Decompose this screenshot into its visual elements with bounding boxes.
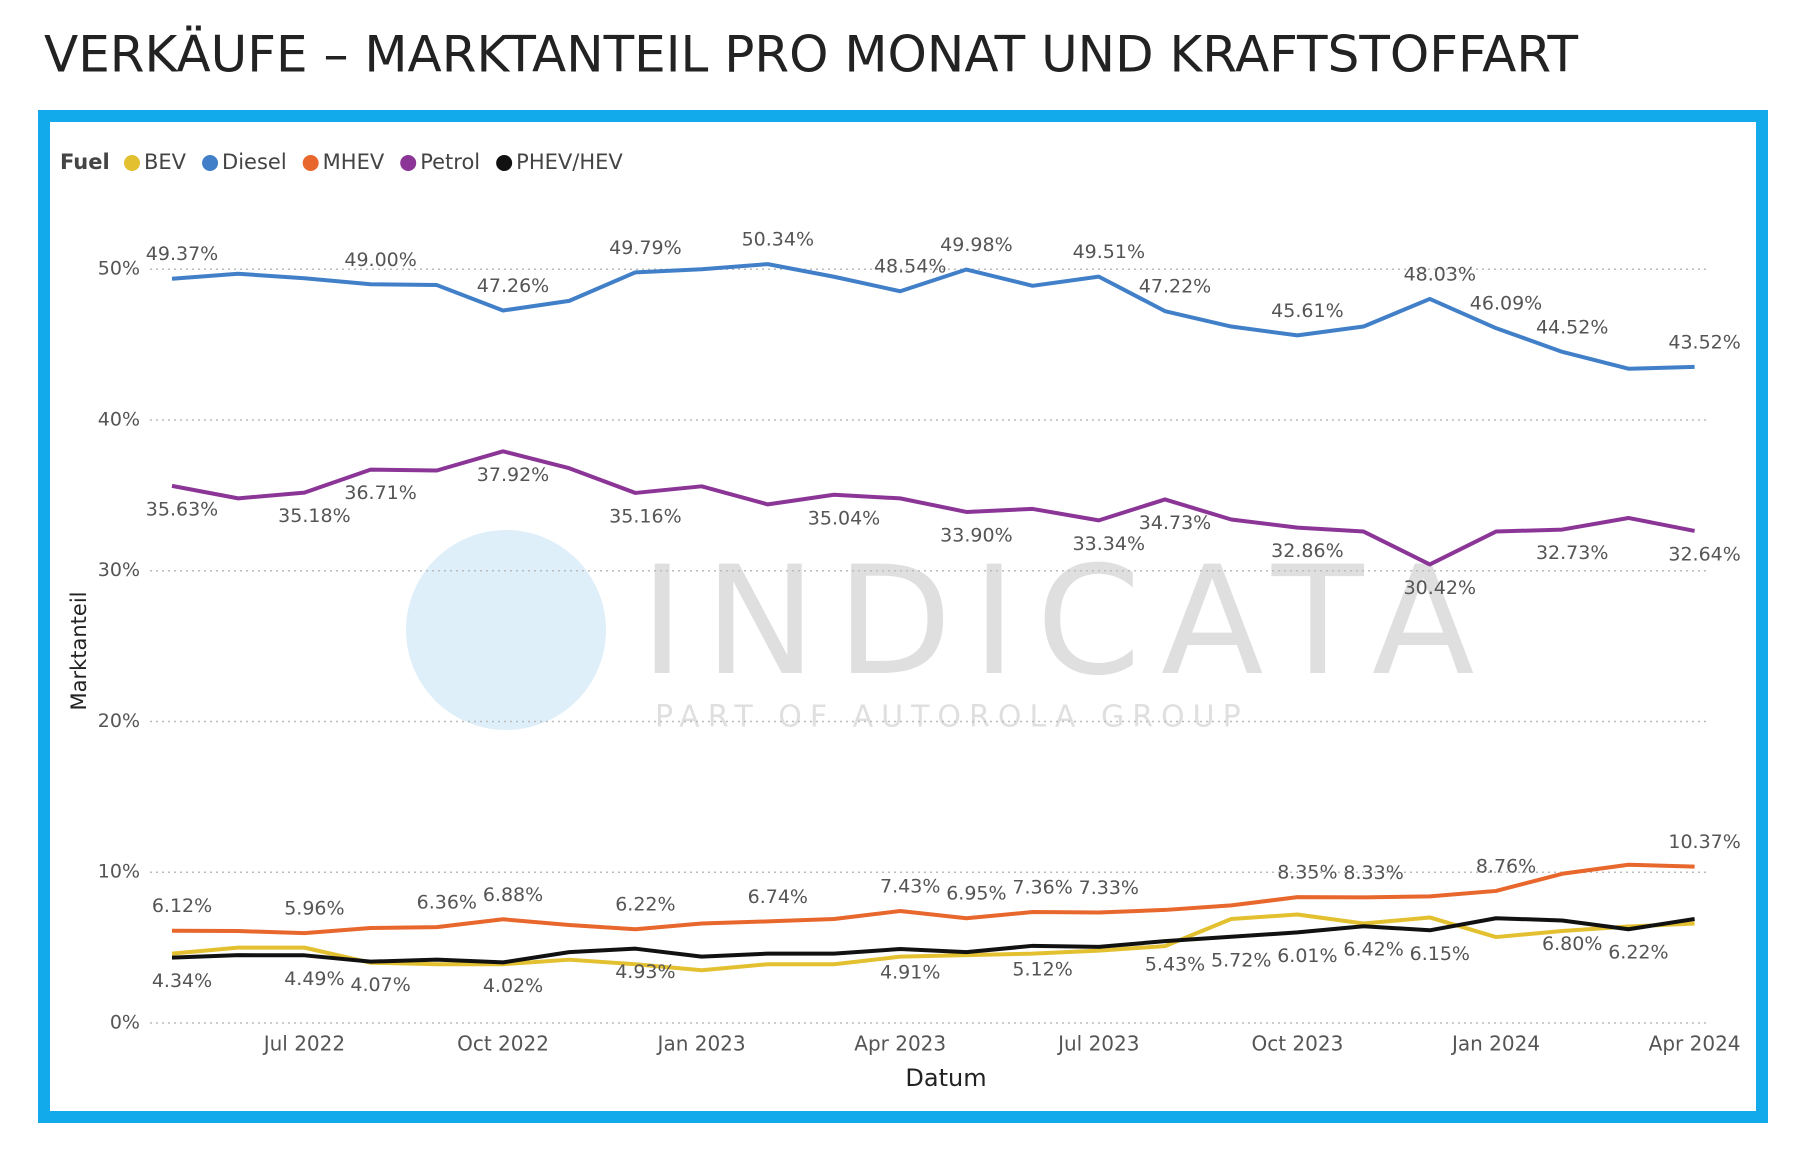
data-label: 8.76% xyxy=(1476,855,1536,877)
data-label: 48.03% xyxy=(1404,263,1476,285)
data-label: 47.22% xyxy=(1139,276,1211,298)
data-label: 8.35% xyxy=(1277,862,1337,884)
legend-label: Petrol xyxy=(420,150,480,174)
data-label: 33.90% xyxy=(940,524,1012,546)
data-label: 49.37% xyxy=(146,243,218,265)
data-label: 6.80% xyxy=(1542,933,1602,955)
x-tick-label: Jan 2024 xyxy=(1450,1032,1540,1056)
data-label: 36.71% xyxy=(344,482,416,504)
y-axis-label: Marktanteil xyxy=(67,591,91,710)
watermark-logo xyxy=(406,530,606,730)
data-label: 35.63% xyxy=(146,498,218,520)
data-label: 6.95% xyxy=(946,883,1006,905)
data-label: 35.16% xyxy=(609,505,681,527)
legend-marker xyxy=(496,155,513,171)
data-label: 6.15% xyxy=(1410,943,1470,965)
data-label: 4.02% xyxy=(483,975,543,997)
x-tick-label: Oct 2023 xyxy=(1251,1032,1343,1056)
watermark: INDICATA PART OF AUTOROLA GROUP xyxy=(406,530,1494,735)
y-tick-label: 30% xyxy=(98,559,140,581)
series-line xyxy=(171,916,1695,965)
data-label: 34.73% xyxy=(1139,512,1211,534)
legend-marker xyxy=(202,155,219,171)
data-label: 5.12% xyxy=(1012,958,1072,980)
data-label: 49.51% xyxy=(1073,241,1145,263)
data-label: 8.33% xyxy=(1343,862,1403,884)
data-label: 6.42% xyxy=(1343,939,1403,961)
data-label: 5.96% xyxy=(284,898,344,920)
data-label: 30.42% xyxy=(1404,577,1476,599)
data-label: 47.26% xyxy=(477,275,549,297)
data-label: 49.79% xyxy=(609,237,681,259)
data-label: 4.49% xyxy=(284,968,344,990)
data-label: 37.92% xyxy=(477,464,549,486)
data-label: 7.43% xyxy=(880,875,940,897)
legend-label: BEV xyxy=(144,150,187,174)
data-label: 43.52% xyxy=(1668,331,1740,353)
x-tick-label: Jul 2022 xyxy=(262,1032,345,1056)
x-tick-label: Oct 2022 xyxy=(457,1032,549,1056)
data-label: 32.64% xyxy=(1668,543,1740,565)
legend-marker xyxy=(302,155,319,171)
data-label: 5.72% xyxy=(1211,949,1271,971)
y-tick-label: 10% xyxy=(98,861,140,883)
legend-marker xyxy=(124,155,140,171)
data-label: 50.34% xyxy=(742,229,814,251)
data-label: 7.36% xyxy=(1012,877,1072,899)
legend-title: Fuel xyxy=(60,150,110,174)
data-label: 4.07% xyxy=(350,974,410,996)
data-label: 35.18% xyxy=(278,505,350,527)
data-label: 4.91% xyxy=(880,961,940,983)
x-tick-label: Apr 2024 xyxy=(1649,1032,1741,1056)
data-label: 48.54% xyxy=(874,256,946,278)
data-label: 6.12% xyxy=(152,895,212,917)
x-tick-label: Jul 2023 xyxy=(1056,1032,1139,1056)
x-tick-label: Jan 2023 xyxy=(656,1032,746,1056)
data-label: 6.22% xyxy=(1608,942,1668,964)
data-label: 32.86% xyxy=(1271,540,1343,562)
y-tick-label: 0% xyxy=(110,1012,140,1034)
x-axis-label: Datum xyxy=(905,1064,986,1092)
data-label: 7.33% xyxy=(1079,877,1139,899)
series-line xyxy=(171,262,1695,371)
data-label: 4.34% xyxy=(152,970,212,992)
data-label: 6.01% xyxy=(1277,945,1337,967)
data-label: 6.36% xyxy=(417,892,477,914)
data-label: 6.74% xyxy=(748,886,808,908)
legend-marker xyxy=(400,155,417,171)
watermark-text: INDICATA xyxy=(640,535,1494,709)
data-label: 35.04% xyxy=(808,507,880,529)
data-label: 32.73% xyxy=(1536,542,1608,564)
y-tick-label: 20% xyxy=(98,710,140,732)
legend-label: MHEV xyxy=(323,150,385,174)
data-label: 49.00% xyxy=(344,249,416,271)
legend-label: Diesel xyxy=(222,150,287,174)
legend-label: PHEV/HEV xyxy=(516,150,623,174)
y-tick-label: 50% xyxy=(98,258,140,280)
data-label: 5.43% xyxy=(1145,954,1205,976)
series-line xyxy=(171,912,1695,973)
series-line xyxy=(171,449,1695,567)
y-tick-label: 40% xyxy=(98,408,140,430)
data-label: 10.37% xyxy=(1668,831,1740,853)
x-tick-label: Apr 2023 xyxy=(854,1032,946,1056)
data-label: 46.09% xyxy=(1470,293,1542,315)
data-label: 49.98% xyxy=(940,234,1012,256)
data-label: 44.52% xyxy=(1536,316,1608,338)
watermark-subtext: PART OF AUTOROLA GROUP xyxy=(655,700,1249,735)
chart-title: VERKÄUFE – MARKTANTEIL PRO MONAT UND KRA… xyxy=(44,26,1578,84)
series-line xyxy=(171,862,1695,936)
data-label: 33.34% xyxy=(1073,533,1145,555)
data-label: 45.61% xyxy=(1271,300,1343,322)
data-label: 6.88% xyxy=(483,884,543,906)
data-label: 4.93% xyxy=(615,961,675,983)
data-label: 6.22% xyxy=(615,894,675,916)
